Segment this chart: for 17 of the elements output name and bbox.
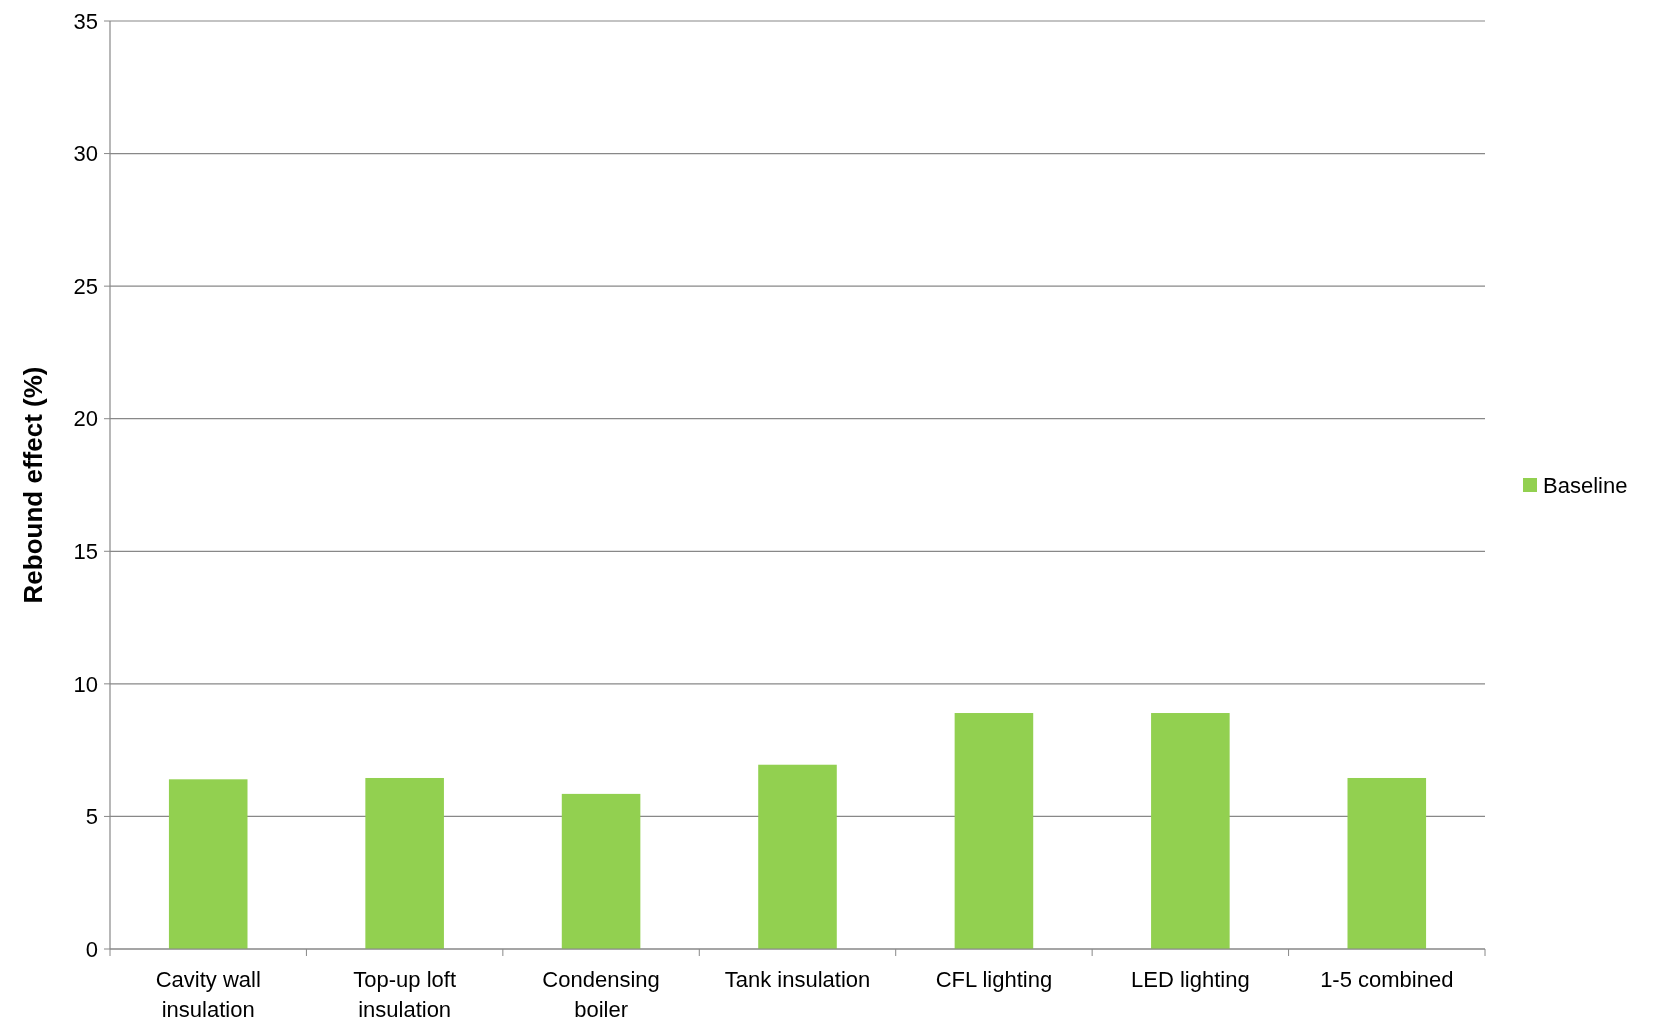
x-tick-label: CFL lighting (935, 967, 1053, 992)
x-tick-label: LED lighting (1131, 967, 1250, 992)
y-tick-label: 30 (73, 141, 98, 167)
y-tick-label: 25 (73, 273, 98, 299)
x-tick-label: Top-up loft insulation (353, 967, 457, 1022)
y-axis-title: Rebound effect (%) (18, 366, 48, 604)
y-tick-label: 15 (73, 538, 98, 564)
y-tick-label: 5 (85, 804, 98, 830)
y-tick-label: 20 (73, 406, 98, 432)
x-tick-label: Tank insulation (724, 967, 871, 992)
legend-label: Baseline (1543, 472, 1628, 498)
y-tick-label: 0 (85, 936, 98, 962)
y-tick-label: 35 (73, 8, 98, 34)
x-tick-label: Cavity wall insulation (155, 967, 261, 1022)
y-tick-label: 10 (73, 671, 98, 697)
x-tick-label: 1-5 combined (1320, 967, 1454, 992)
x-tick-label: Condensing boiler (542, 967, 660, 1022)
